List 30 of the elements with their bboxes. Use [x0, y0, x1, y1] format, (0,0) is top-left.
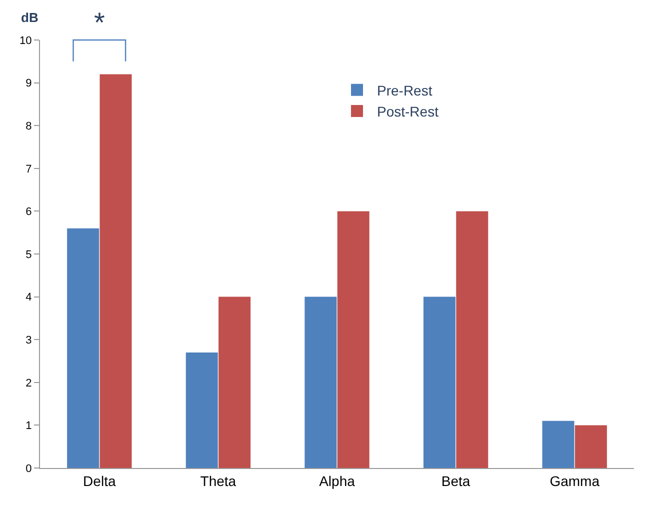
x-tick-label: Theta	[200, 472, 236, 489]
bar	[186, 352, 218, 468]
bar	[423, 296, 456, 468]
y-tick-label: 0	[26, 462, 32, 475]
y-tick-label: 6	[26, 206, 32, 218]
bar	[337, 211, 370, 468]
bar	[542, 420, 574, 468]
y-axis-title: dB	[21, 10, 38, 25]
y-tick-label: 8	[26, 120, 32, 132]
legend-label: Post-Rest	[377, 104, 439, 120]
x-tick-label: Beta	[441, 472, 470, 489]
y-tick-label: 3	[26, 334, 32, 346]
y-tick-label: 7	[26, 163, 32, 176]
text: *	[94, 7, 105, 38]
y-tick-label: 5	[26, 248, 32, 261]
y-tick-label: 9	[26, 78, 32, 90]
bar	[304, 296, 337, 468]
bar	[456, 211, 488, 468]
bar	[100, 74, 132, 468]
bar	[218, 296, 251, 468]
legend-label: Pre-Rest	[377, 82, 432, 98]
x-tick-label: Delta	[83, 472, 116, 489]
x-tick-label: Alpha	[319, 472, 356, 489]
bar	[67, 228, 100, 468]
y-tick-label: 10	[20, 34, 32, 47]
y-tick-label: 2	[26, 377, 32, 390]
y-tick-label: 1	[26, 420, 32, 432]
x-tick-label: Gamma	[550, 472, 600, 489]
bar	[574, 425, 607, 468]
y-tick-label: 4	[26, 292, 32, 304]
